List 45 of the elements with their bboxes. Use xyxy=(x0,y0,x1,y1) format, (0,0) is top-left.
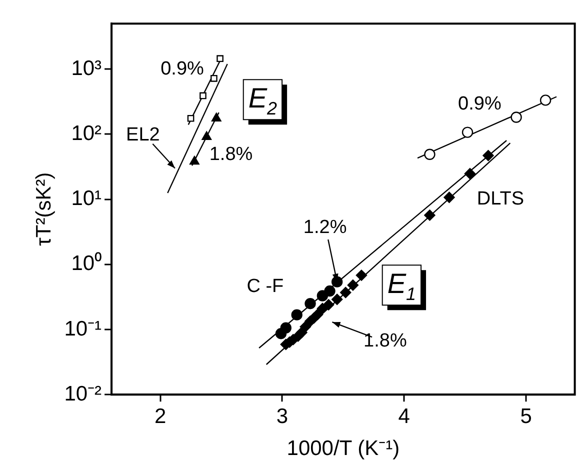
point xyxy=(462,126,474,138)
x-tick-label: 2 xyxy=(154,404,166,428)
point xyxy=(331,294,343,305)
annotation: 1.2% xyxy=(303,217,347,238)
point xyxy=(424,148,436,160)
annotation: 0.9% xyxy=(458,93,502,114)
point xyxy=(356,270,368,281)
point xyxy=(216,55,224,62)
point xyxy=(187,114,194,122)
point xyxy=(280,322,292,334)
point xyxy=(347,280,359,291)
y-tick-label: 10⁰ xyxy=(71,252,102,276)
point xyxy=(340,286,352,298)
annotation: 1.8% xyxy=(364,330,407,352)
point xyxy=(424,210,436,221)
y-axis-title: τT²(sK²) xyxy=(32,172,56,246)
y-tick-label: 10⁻¹ xyxy=(64,317,102,340)
annotation: C -F xyxy=(246,276,284,298)
y-tick-label: 10¹ xyxy=(71,187,102,210)
point xyxy=(304,298,316,310)
annotation: DLTS xyxy=(476,188,524,210)
point xyxy=(482,150,494,162)
annotation: 1.8% xyxy=(209,144,253,166)
y-tick-label: 10³ xyxy=(71,56,102,80)
point xyxy=(444,192,455,203)
point xyxy=(291,309,302,320)
x-tick-label: 5 xyxy=(520,404,532,428)
point xyxy=(324,285,336,297)
x-axis-title: 1000/T (K⁻¹) xyxy=(286,437,400,460)
annotation: 0.9% xyxy=(160,58,204,80)
y-tick-label: 10⁻² xyxy=(64,382,102,406)
point xyxy=(200,92,206,100)
point xyxy=(210,74,218,82)
annotation: EL2 xyxy=(126,124,160,146)
x-tick-label: 4 xyxy=(398,404,410,428)
point xyxy=(540,94,552,106)
point xyxy=(190,156,200,165)
y-tick-label: 10² xyxy=(71,122,102,145)
point xyxy=(510,112,522,123)
point xyxy=(322,299,334,310)
point xyxy=(300,321,311,332)
point xyxy=(312,308,324,320)
point xyxy=(202,131,212,140)
point xyxy=(211,112,222,122)
x-tick-label: 3 xyxy=(276,404,288,428)
